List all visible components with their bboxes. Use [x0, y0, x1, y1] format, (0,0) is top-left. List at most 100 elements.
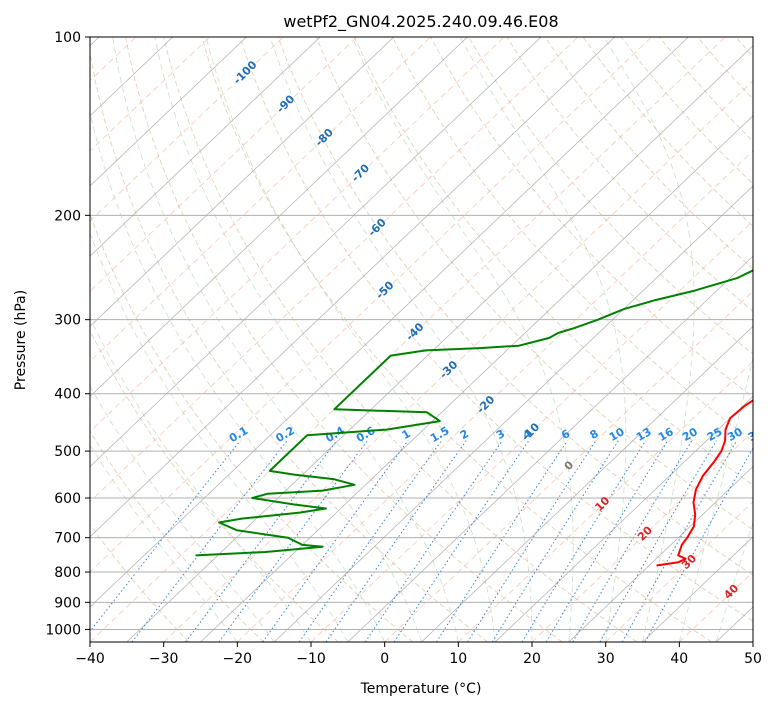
x-tick-label: −20: [223, 651, 253, 667]
isotherm-line: [90, 37, 652, 573]
dry-adiabat: [90, 50, 488, 642]
y-tick-label: 800: [54, 565, 81, 581]
mixing-ratio-line: [545, 440, 669, 642]
y-tick-label: 200: [54, 208, 81, 224]
isotherm-line: [605, 501, 753, 642]
skew-grid-line: [200, 115, 753, 642]
skew-grid-line: [90, 37, 321, 257]
mixing-ratio-label: 0.2: [274, 424, 297, 445]
profile-lines: [195, 268, 753, 567]
mixing-ratio-label: 3: [494, 427, 507, 442]
x-tick-label: −40: [75, 651, 105, 667]
mixing-ratio-line: [521, 440, 647, 642]
dry-adiabat: [392, 37, 753, 442]
y-tick-label: 900: [54, 595, 81, 611]
skew-grid-line: [90, 37, 542, 468]
dry-adiabat: [353, 37, 753, 486]
mixing-ratio-label: 36: [746, 425, 766, 444]
mixing-ratio-label: 1.5: [428, 424, 451, 445]
mixing-ratio-label: 30: [725, 425, 745, 444]
isotherm-line: [90, 37, 284, 222]
isotherm-line: [90, 37, 579, 503]
moist-adiabat: [351, 37, 574, 642]
x-tick-label: −10: [296, 651, 326, 667]
moist-adiabat: [603, 37, 695, 642]
mixing-ratio-line: [262, 440, 409, 642]
dry-adiabat: [239, 37, 753, 622]
dry-adiabat: [90, 524, 190, 642]
moist-adiabat: [205, 37, 496, 642]
skew-grid-line: [90, 37, 689, 608]
y-tick-label: 500: [54, 444, 81, 460]
chart-title: wetPf2_GN04.2025.240.09.46.E08: [283, 12, 558, 32]
isotherm-line: [90, 37, 358, 292]
mixing-ratio-label: 16: [656, 425, 676, 444]
isotherm-label: 20: [635, 523, 655, 543]
y-tick-label: 300: [54, 313, 81, 329]
skew-grid-line: [642, 536, 753, 642]
axis-ticks: −40 −30 −20 −10 0 10 20 30 40 5010020030040050060…: [45, 30, 762, 667]
moist-adiabat: [90, 231, 349, 642]
mixing-ratio-line: [218, 440, 368, 642]
mixing-ratio-line: [185, 440, 338, 642]
dry-adiabat: [697, 37, 753, 100]
isotherm-line: [90, 37, 431, 362]
isotherm-line: [458, 360, 753, 642]
dewpoint-line: [195, 268, 753, 557]
x-tick-label: 0: [380, 651, 389, 667]
moist-adiabat: [90, 110, 386, 642]
x-tick-label: 50: [744, 651, 762, 667]
mixing-ratio-line: [364, 440, 503, 642]
isotherm-label: -60: [366, 216, 389, 239]
moist-adiabat: [269, 37, 533, 642]
x-tick-label: 40: [670, 651, 688, 667]
mixing-ratio-label: 1: [400, 427, 413, 442]
isotherm-label: -70: [349, 161, 372, 184]
moist-adiabat: [112, 37, 422, 642]
dry-adiabat: [90, 329, 339, 642]
skew-grid-line: [273, 185, 753, 642]
skew-grid-line: [568, 466, 753, 642]
x-tick-label: 10: [449, 651, 467, 667]
x-tick-label: −30: [149, 651, 179, 667]
x-axis-title: Temperature (°C): [360, 681, 482, 697]
dry-adiabat: [163, 37, 638, 642]
y-axis-title: Pressure (hPa): [13, 290, 29, 390]
dry-adiabat: [468, 37, 753, 355]
isotherm-line: [90, 37, 726, 642]
plot-frame: [89, 36, 754, 643]
isotherm-line: [0, 37, 62, 642]
isotherm-label: -100: [231, 58, 260, 87]
moist-adiabat: [459, 37, 627, 642]
mixing-ratio-line: [467, 440, 597, 642]
mixing-ratio-line: [599, 440, 717, 642]
x-tick-label: 30: [597, 651, 615, 667]
skew-grid-line: [90, 37, 395, 327]
moist-adiabat: [715, 520, 753, 642]
isotherm-line: [679, 571, 753, 642]
mixing-ratio-line: [621, 440, 738, 642]
moist-adiabat: [678, 356, 753, 642]
mixing-ratio-line: [393, 440, 530, 642]
isotherm-label: -50: [373, 278, 396, 301]
mixing-ratio-line: [644, 447, 753, 642]
moist-adiabat: [90, 444, 238, 642]
temperature-line: [656, 399, 753, 567]
y-tick-label: 1000: [45, 622, 81, 638]
mixing-ratio-line: [298, 440, 443, 642]
isotherm-line: [163, 80, 753, 642]
mixing-ratio-line: [131, 440, 288, 642]
isotherm-line: [90, 37, 505, 433]
isotherm-label: -90: [274, 92, 297, 115]
y-tick-label: 100: [54, 30, 81, 46]
mixing-ratio-label: 8: [588, 427, 601, 442]
isotherm-label: -80: [313, 126, 336, 149]
mixing-ratio-label: 6: [559, 427, 572, 442]
skew-grid-line: [715, 606, 753, 642]
isotherm-line: [90, 37, 210, 152]
mixing-ratio-line: [572, 440, 693, 642]
dry-adiabat: [201, 37, 712, 642]
skew-grid-line: [494, 395, 753, 642]
dry-adiabat: [735, 37, 753, 57]
skew-grid-line: [90, 37, 468, 397]
